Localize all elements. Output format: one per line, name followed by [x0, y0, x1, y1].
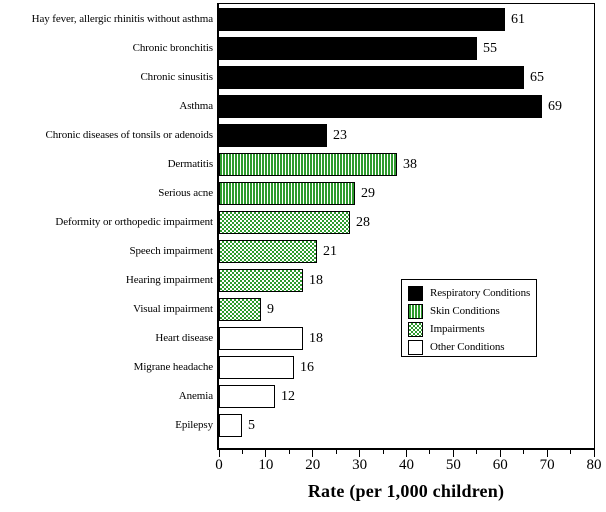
legend-swatch-green-checker-icon	[408, 322, 423, 337]
bar-respiratory	[219, 95, 542, 118]
x-tick-label: 10	[258, 457, 274, 473]
legend-swatch-white-icon	[408, 340, 423, 355]
x-tick-label: 40	[399, 457, 414, 473]
category-label: Epilepsy	[175, 419, 213, 431]
x-minor-tick	[241, 449, 243, 454]
category-label: Serious acne	[158, 187, 213, 199]
bar-impairments	[219, 211, 350, 234]
x-tick-label: 20	[305, 457, 321, 473]
category-label: Visual impairment	[133, 303, 213, 315]
legend-item-respiratory: Respiratory Conditions	[408, 285, 532, 302]
bar-value-label: 21	[323, 244, 337, 259]
category-label: Dermatitis	[167, 158, 214, 170]
bar-respiratory	[219, 66, 524, 89]
bar-value-label: 61	[511, 12, 525, 27]
x-major-tick	[312, 449, 314, 457]
x-minor-tick	[570, 449, 572, 454]
legend-item-skin: Skin Conditions	[408, 303, 532, 320]
x-tick-label: 60	[492, 457, 508, 473]
legend-label: Impairments	[430, 323, 485, 335]
category-label: Asthma	[179, 100, 213, 112]
category-label: Chronic bronchitis	[132, 42, 213, 54]
bar-value-label: 18	[309, 331, 323, 346]
category-axis: Hay fever, allergic rhinitis without ast…	[0, 0, 214, 512]
x-tick-label: 70	[539, 457, 555, 473]
legend-label: Other Conditions	[430, 341, 505, 353]
x-major-tick	[265, 449, 267, 457]
x-major-tick	[452, 449, 454, 457]
bar-impairments	[219, 298, 261, 321]
category-label: Chronic diseases of tonsils or adenoids	[45, 129, 214, 141]
x-major-tick	[218, 449, 220, 457]
bar-respiratory	[219, 37, 477, 60]
bar-value-label: 65	[530, 70, 544, 85]
bar-value-label: 23	[333, 128, 347, 143]
category-label: Deformity or orthopedic impairment	[55, 216, 213, 228]
category-label: Chronic sinusitis	[140, 71, 213, 83]
bars-layer: 61 55 65 69 23 38 29 28 21 18 9 18 16 12 5	[219, 0, 606, 512]
category-label: Hearing impairment	[125, 274, 213, 286]
x-tick-label: 30	[352, 457, 368, 473]
category-label: Hay fever, allergic rhinitis without ast…	[31, 13, 214, 25]
bar-skin	[219, 153, 397, 176]
legend-label: Respiratory Conditions	[430, 287, 531, 299]
x-tick-label: 50	[445, 457, 461, 473]
bar-impairments	[219, 240, 317, 263]
bar-value-label: 9	[267, 302, 274, 317]
category-label: Speech impairment	[129, 245, 213, 257]
x-major-tick	[593, 449, 595, 457]
bar-other	[219, 356, 294, 379]
x-major-tick	[546, 449, 548, 457]
bar-value-label: 29	[361, 186, 375, 201]
bar-respiratory	[219, 124, 327, 147]
category-label: Anemia	[178, 390, 213, 402]
bar-value-label: 12	[281, 389, 295, 404]
x-minor-tick	[476, 449, 478, 454]
legend: Respiratory Conditions Skin Conditions Imp…	[401, 279, 537, 357]
bar-skin	[219, 182, 355, 205]
x-minor-tick	[382, 449, 384, 454]
bar-impairments	[219, 269, 303, 292]
x-axis-title: Rate (per 1,000 children)	[307, 481, 505, 501]
x-minor-tick	[335, 449, 337, 454]
bar-other	[219, 327, 303, 350]
bar-other	[219, 385, 275, 408]
x-major-tick	[406, 449, 407, 457]
bar-value-label: 18	[309, 273, 323, 288]
category-label: Migrane headache	[133, 361, 213, 373]
bar-value-label: 69	[548, 99, 562, 114]
bar-value-label: 28	[356, 215, 370, 230]
bar-value-label: 5	[248, 418, 255, 433]
bar-other	[219, 414, 242, 437]
bar-value-label: 38	[403, 157, 417, 172]
legend-item-other: Other Conditions	[408, 339, 532, 356]
x-minor-tick	[429, 449, 431, 454]
x-tick-label: 80	[586, 457, 602, 473]
x-major-tick	[499, 449, 501, 457]
legend-swatch-vertical-green-stripes-icon	[408, 304, 423, 319]
legend-item-impairments: Impairments	[408, 321, 532, 338]
bar-value-label: 16	[300, 360, 314, 375]
legend-swatch-solid-black-icon	[408, 286, 423, 301]
bar-respiratory	[219, 8, 505, 31]
x-minor-tick	[288, 449, 290, 454]
bar-value-label: 55	[483, 41, 497, 56]
category-label: Heart disease	[155, 332, 213, 344]
x-minor-tick	[523, 449, 525, 454]
x-major-tick	[359, 449, 361, 457]
legend-label: Skin Conditions	[430, 305, 500, 317]
x-tick-label: 0	[215, 457, 223, 473]
